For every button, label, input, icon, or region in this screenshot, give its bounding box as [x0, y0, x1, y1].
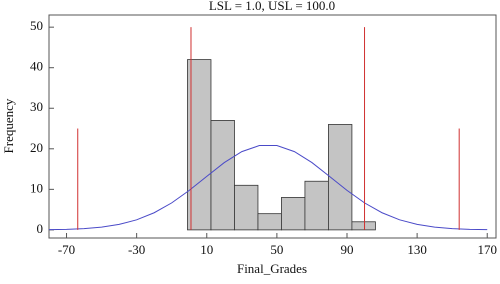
x-tick-label: -70: [58, 242, 75, 257]
y-tick-label: 40: [30, 59, 43, 74]
x-tick-label: 90: [341, 242, 354, 257]
x-tick-label: -30: [128, 242, 145, 257]
bar: [328, 124, 353, 231]
bar: [304, 180, 329, 231]
chart-title: LSL = 1.0, USL = 100.0: [209, 0, 335, 13]
x-axis-label: Final_Grades: [237, 261, 307, 276]
fit-curve: [48, 145, 488, 231]
y-tick-label: 20: [30, 140, 43, 155]
x-tick-label: 50: [270, 242, 283, 257]
x-tick-label: 170: [477, 242, 497, 257]
y-tick-label: 50: [30, 18, 43, 33]
x-tick-label: 130: [407, 242, 427, 257]
plot-frame: [48, 14, 497, 239]
bar: [281, 197, 306, 231]
y-tick-label: 10: [30, 180, 43, 195]
bar: [257, 213, 282, 231]
bar: [351, 221, 376, 231]
y-axis-label: Frequency: [1, 98, 16, 153]
y-tick-label: 30: [30, 99, 43, 114]
bar: [210, 120, 235, 231]
bar: [234, 184, 259, 231]
y-tick-label: 0: [37, 221, 44, 236]
x-tick-label: 10: [200, 242, 213, 257]
